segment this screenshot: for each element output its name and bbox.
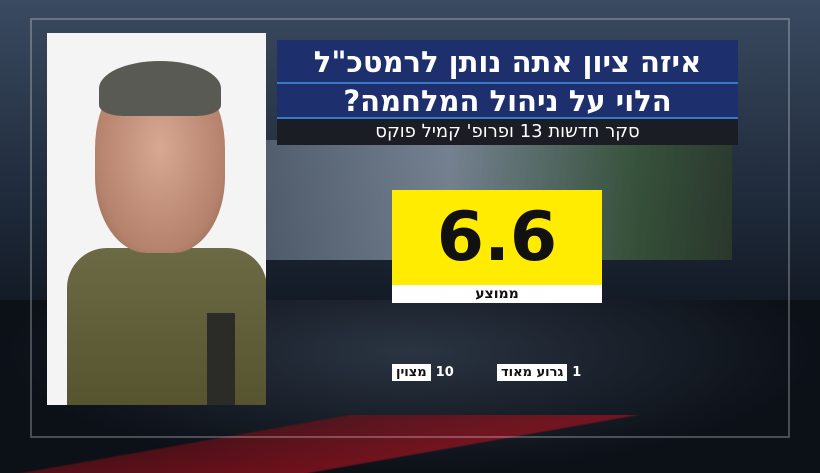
glass-frame: [30, 18, 790, 438]
scale-min-value: 1: [572, 364, 582, 380]
hair: [99, 61, 221, 116]
average-score: 6.6: [392, 190, 602, 285]
poll-source: סקר חדשות 13 ופרופ' קמיל פוקס: [277, 119, 738, 145]
strap: [207, 313, 235, 405]
portrait-photo: [47, 33, 266, 405]
red-stripe: [0, 415, 820, 473]
scale-max: מצוין 10: [392, 363, 454, 381]
scale-max-value: 10: [435, 364, 454, 380]
uniform: [67, 248, 266, 405]
scale-min-label: גרוע מאוד: [497, 363, 568, 381]
question-line-2: הלוי על ניהול המלחמה?: [277, 84, 738, 119]
question-line-1: איזה ציון אתה נותן לרמטכ"ל: [277, 40, 738, 84]
scale-min: גרוע מאוד 1: [497, 363, 581, 381]
average-label: ממוצע: [392, 285, 602, 303]
scale-max-label: מצוין: [392, 363, 431, 381]
